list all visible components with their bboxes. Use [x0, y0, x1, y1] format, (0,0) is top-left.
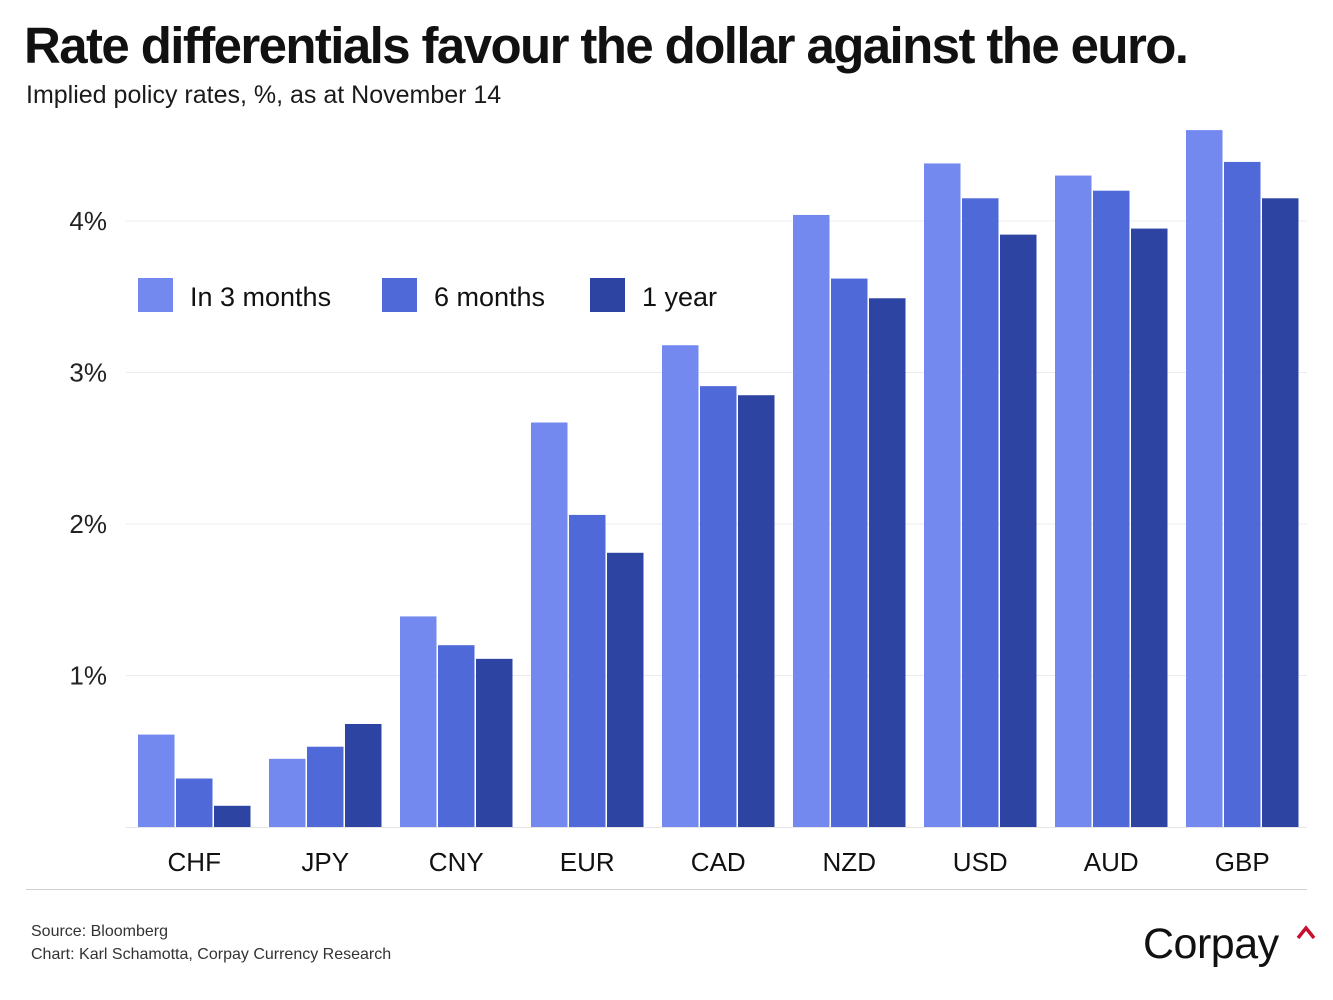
y-axis-ticks: 1% 2% 3% 4% [69, 206, 107, 691]
chart-title: Rate differentials favour the dollar aga… [24, 17, 1189, 74]
bar-nzd-2 [869, 298, 906, 827]
bar-chf-2 [214, 805, 251, 827]
x-tick-label: NZD [823, 847, 876, 877]
x-tick-label: AUD [1084, 847, 1139, 877]
legend-swatch [590, 278, 625, 312]
legend-label: 1 year [642, 282, 717, 312]
x-tick-label: USD [953, 847, 1008, 877]
legend: In 3 months 6 months 1 year [138, 278, 717, 312]
bar-cny-0 [400, 616, 437, 827]
footer-divider [26, 889, 1307, 890]
bar-gbp-1 [1224, 161, 1261, 828]
bar-chart: 1% 2% 3% 4% CHF JPY CNY EUR CAD NZD USD AUD GBP In … [69, 130, 1307, 877]
legend-label: 6 months [434, 282, 545, 312]
y-tick-label: 2% [69, 509, 107, 539]
bar-cad-2 [738, 395, 775, 827]
corpay-logo: Corpay [1143, 920, 1279, 968]
bar-aud-0 [1055, 175, 1092, 828]
logo-caret-icon [1296, 925, 1316, 939]
bar-cny-1 [438, 645, 475, 827]
chart-credit: Chart: Karl Schamotta, Corpay Currency R… [31, 946, 392, 963]
y-tick-label: 4% [69, 206, 107, 236]
x-tick-label: GBP [1215, 847, 1270, 877]
x-tick-label: CNY [429, 847, 484, 877]
x-axis-ticks: CHF JPY CNY EUR CAD NZD USD AUD GBP [168, 847, 1270, 877]
bar-nzd-0 [793, 214, 830, 827]
bar-jpy-2 [345, 723, 382, 827]
bar-jpy-0 [269, 758, 306, 827]
bar-usd-0 [924, 163, 961, 827]
bar-usd-1 [962, 198, 999, 827]
bar-gbp-2 [1262, 198, 1299, 827]
x-tick-label: CHF [168, 847, 221, 877]
y-tick-label: 3% [69, 358, 107, 388]
bar-jpy-1 [307, 746, 344, 827]
bar-cny-2 [476, 658, 513, 827]
legend-swatch [138, 278, 173, 312]
bar-cad-1 [700, 386, 737, 827]
chart-subtitle: Implied policy rates, %, as at November … [26, 81, 502, 109]
bar-aud-2 [1131, 228, 1168, 827]
bar-gbp-0 [1186, 130, 1223, 828]
legend-swatch [382, 278, 417, 312]
bar-aud-1 [1093, 190, 1130, 827]
x-tick-label: EUR [560, 847, 615, 877]
bar-usd-2 [1000, 234, 1037, 827]
bars [138, 130, 1299, 828]
source-note: Source: Bloomberg [31, 923, 168, 940]
bar-cad-0 [662, 345, 699, 827]
bar-chf-1 [176, 778, 213, 827]
bar-eur-1 [569, 514, 606, 827]
x-tick-label: CAD [691, 847, 746, 877]
x-tick-label: JPY [301, 847, 349, 877]
bar-nzd-1 [831, 278, 868, 827]
bar-chf-0 [138, 734, 175, 827]
legend-label: In 3 months [190, 282, 331, 312]
bar-eur-0 [531, 422, 568, 827]
bar-eur-2 [607, 552, 644, 827]
y-tick-label: 1% [69, 661, 107, 691]
